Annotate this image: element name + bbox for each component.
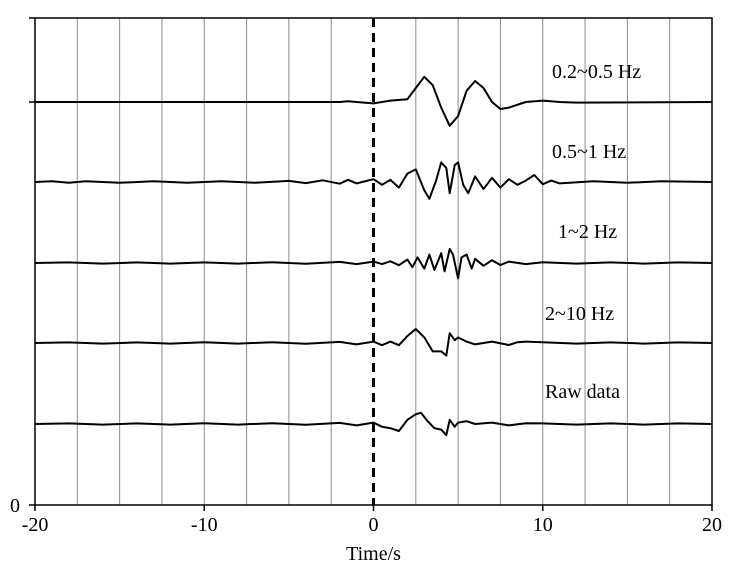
trace-line [35, 75, 713, 127]
trace-line [34, 248, 713, 280]
trace-line [34, 328, 713, 357]
y-tick-label: 0 [10, 495, 20, 517]
x-axis-title: Time/s [346, 543, 401, 565]
x-tick-label: 0 [369, 514, 379, 536]
x-tick-label: 20 [702, 514, 722, 536]
y-axis-ticks: 0 [10, 17, 35, 517]
trace-label: 1~2 Hz [558, 221, 617, 243]
x-tick-label: 10 [533, 514, 553, 536]
x-tick-label: -10 [191, 514, 218, 536]
trace-label: 0.2~0.5 Hz [552, 61, 641, 83]
trace-line [34, 411, 713, 437]
x-tick-label: -20 [22, 514, 49, 536]
x-axis-ticks: -20 -10 0 10 20 [22, 505, 722, 536]
trace-labels: 0.2~0.5 Hz 0.5~1 Hz 1~2 Hz 2~10 Hz Raw data [545, 61, 641, 403]
trace-line [34, 161, 713, 200]
waveform-traces [34, 75, 713, 437]
trace-label: 0.5~1 Hz [552, 141, 626, 163]
trace-label: Raw data [545, 381, 620, 403]
trace-label: 2~10 Hz [545, 303, 614, 325]
